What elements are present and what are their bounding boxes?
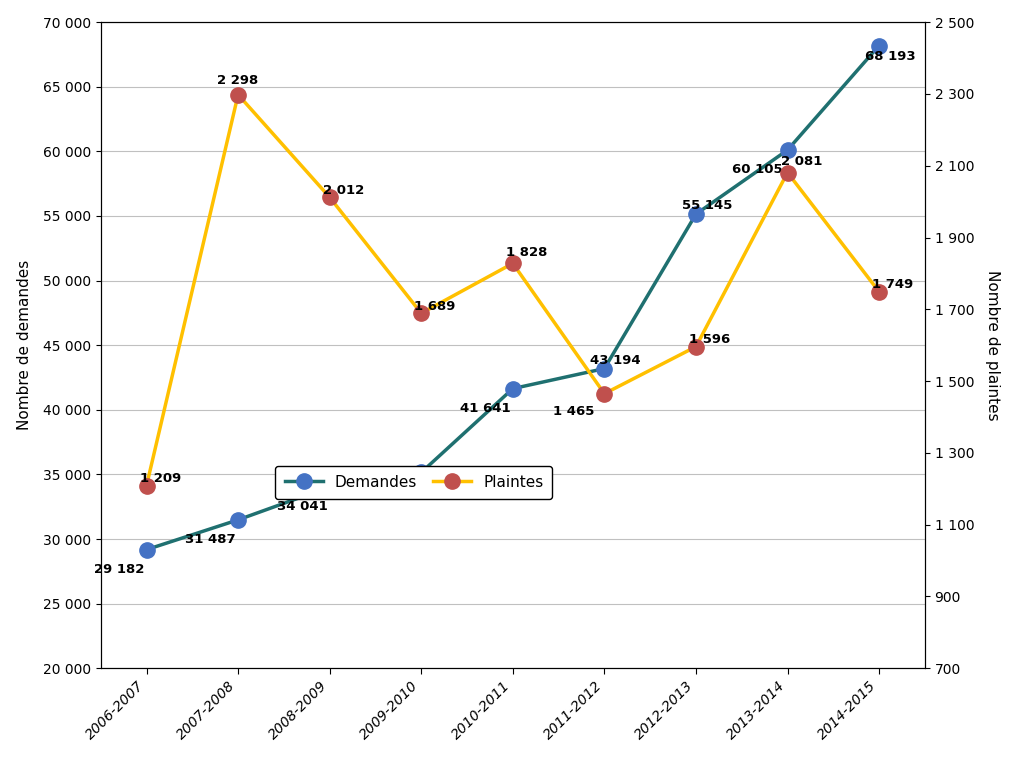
Demandes [323,482,336,491]
Text: 2 081: 2 081 [781,155,822,168]
Y-axis label: Nombre de plaintes: Nombre de plaintes [985,270,1001,420]
Text: 29 182: 29 182 [94,562,144,575]
Y-axis label: Nombre de demandes: Nombre de demandes [16,260,32,430]
Line: Demandes: Demandes [139,38,887,557]
Demandes [690,209,702,219]
Plaintes [598,389,610,398]
Plaintes [232,90,244,99]
Text: 1 465: 1 465 [553,405,595,418]
Text: 41 641: 41 641 [460,402,511,414]
Plaintes [415,309,427,318]
Text: 60 105: 60 105 [731,163,782,176]
Plaintes [506,259,519,268]
Plaintes [690,342,702,351]
Demandes [598,364,610,373]
Plaintes [140,481,153,490]
Text: 35 154: 35 154 [368,486,419,499]
Text: 1 828: 1 828 [506,246,547,259]
Text: 55 145: 55 145 [681,200,732,213]
Plaintes [323,193,336,202]
Text: 1 596: 1 596 [690,333,730,346]
Demandes [781,146,793,155]
Text: 1 689: 1 689 [415,300,456,313]
Text: 2 298: 2 298 [218,74,258,87]
Legend: Demandes, Plaintes: Demandes, Plaintes [276,466,552,499]
Text: 68 193: 68 193 [864,50,915,63]
Demandes [140,545,153,554]
Text: 34 041: 34 041 [277,499,327,513]
Text: 31 487: 31 487 [185,533,236,546]
Demandes [873,41,885,50]
Plaintes [781,168,793,177]
Line: Plaintes: Plaintes [139,87,887,493]
Text: 43 194: 43 194 [590,354,641,367]
Text: 2 012: 2 012 [323,184,364,197]
Demandes [415,468,427,477]
Text: 1 209: 1 209 [139,472,181,485]
Demandes [232,515,244,524]
Plaintes [873,287,885,296]
Demandes [506,384,519,393]
Text: 1 749: 1 749 [873,279,913,291]
